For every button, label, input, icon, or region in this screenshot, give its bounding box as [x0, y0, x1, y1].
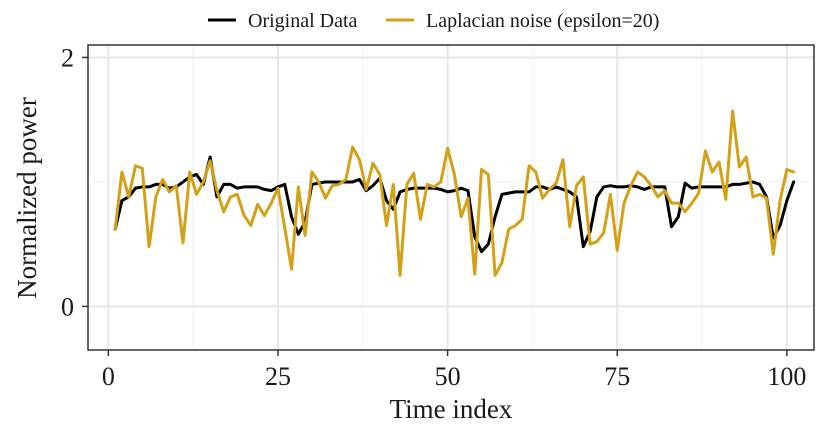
grid-lines: [88, 45, 814, 350]
y-tick-label: 0: [61, 292, 74, 321]
x-tick-label: 25: [265, 362, 291, 391]
series-layer: [113, 109, 796, 277]
x-axis-title: Time index: [390, 394, 513, 424]
series-line-laplacian-noise: [113, 109, 796, 277]
y-axis-title: Normalized power: [12, 97, 42, 299]
legend: Original Data Laplacian noise (epsilon=2…: [208, 10, 659, 32]
plot-background: [88, 45, 814, 350]
x-tick-label: 75: [604, 362, 630, 391]
legend-label-laplacian-noise: Laplacian noise (epsilon=20): [426, 10, 659, 32]
y-tick-label: 2: [61, 43, 74, 72]
x-tick-label: 0: [102, 362, 115, 391]
plot-border: [87, 44, 815, 351]
plot-panel: [87, 44, 815, 351]
x-tick-label: 50: [435, 362, 461, 391]
x-tick-label: 100: [767, 362, 806, 391]
legend-label-original-data: Original Data: [248, 10, 358, 32]
x-axis: 0 25 50 75 100: [102, 350, 806, 391]
y-axis: 02: [61, 43, 88, 321]
